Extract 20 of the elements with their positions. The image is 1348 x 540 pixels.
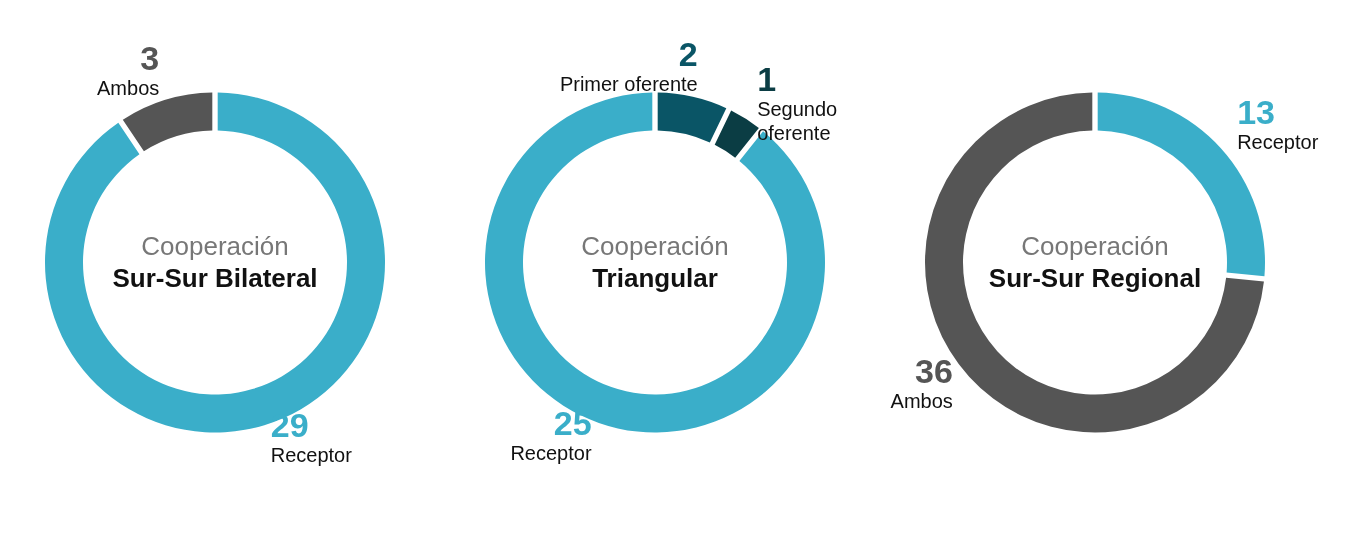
data-label: 1	[757, 59, 777, 98]
data-label: 13	[1237, 93, 1275, 132]
text: Cooperación	[141, 230, 289, 261]
slice-label: Receptor	[510, 441, 592, 464]
donut-slice	[714, 110, 759, 158]
text: Sur-Sur Regional	[988, 262, 1202, 293]
text: Cooperación	[1021, 230, 1169, 261]
text: Sur-Sur Bilateral	[112, 262, 318, 293]
data-label: 2	[678, 35, 698, 74]
slice-label: Receptor	[1237, 131, 1319, 154]
text: Triangular	[592, 262, 718, 293]
slice-label: Ambos	[890, 389, 953, 412]
slice-label: Segundo oferente	[757, 97, 838, 144]
slice-label: Receptor	[270, 444, 353, 467]
data-label: 36	[915, 351, 953, 390]
text: Cooperación	[581, 230, 729, 261]
slice-label: Primer oferente	[559, 73, 698, 96]
slice-label: Ambos	[97, 76, 160, 99]
data-label: 3	[140, 38, 160, 77]
donut-slice	[657, 92, 727, 143]
